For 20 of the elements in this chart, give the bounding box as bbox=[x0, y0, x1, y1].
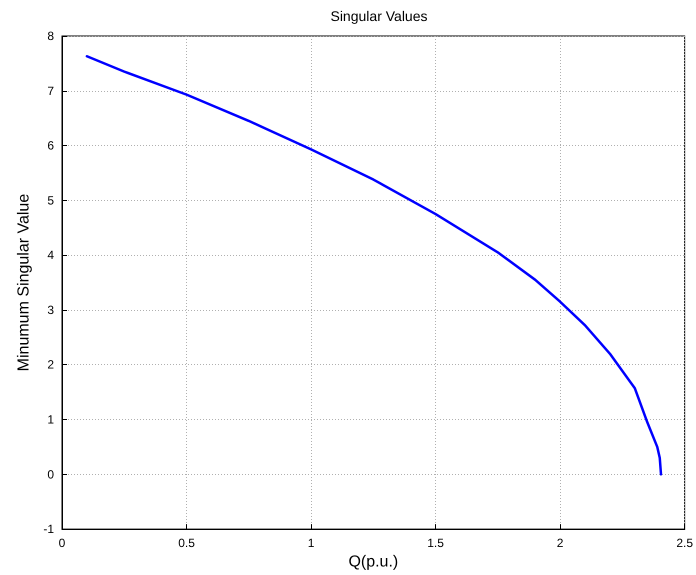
y-tick-label: 8 bbox=[47, 29, 54, 43]
x-tick-label: 0 bbox=[58, 536, 66, 550]
y-tick-label: 1 bbox=[47, 412, 54, 427]
y-axis-title: Minumum Singular Value bbox=[16, 194, 32, 372]
y-tick-label: 2 bbox=[47, 358, 54, 372]
y-tick-label: 5 bbox=[47, 193, 54, 208]
chart-title: Singular Values bbox=[330, 8, 428, 24]
y-tick-label: 7 bbox=[47, 84, 54, 98]
line-series bbox=[86, 55, 662, 476]
x-axis-title: Q(p.u.) bbox=[348, 554, 398, 570]
y-tick-label: 6 bbox=[47, 138, 54, 153]
x-tick-label: 2.5 bbox=[676, 536, 694, 550]
x-tick-label: 2 bbox=[556, 536, 564, 550]
x-tick-label: 0.5 bbox=[178, 536, 196, 550]
y-tick-label: -1 bbox=[43, 522, 54, 536]
y-tick-label: 3 bbox=[47, 302, 54, 317]
y-tick-label: 0 bbox=[47, 467, 54, 482]
x-tick-label: 1 bbox=[308, 536, 315, 550]
y-tick-label: 4 bbox=[47, 248, 54, 262]
x-tick-label: 1.5 bbox=[427, 536, 444, 550]
